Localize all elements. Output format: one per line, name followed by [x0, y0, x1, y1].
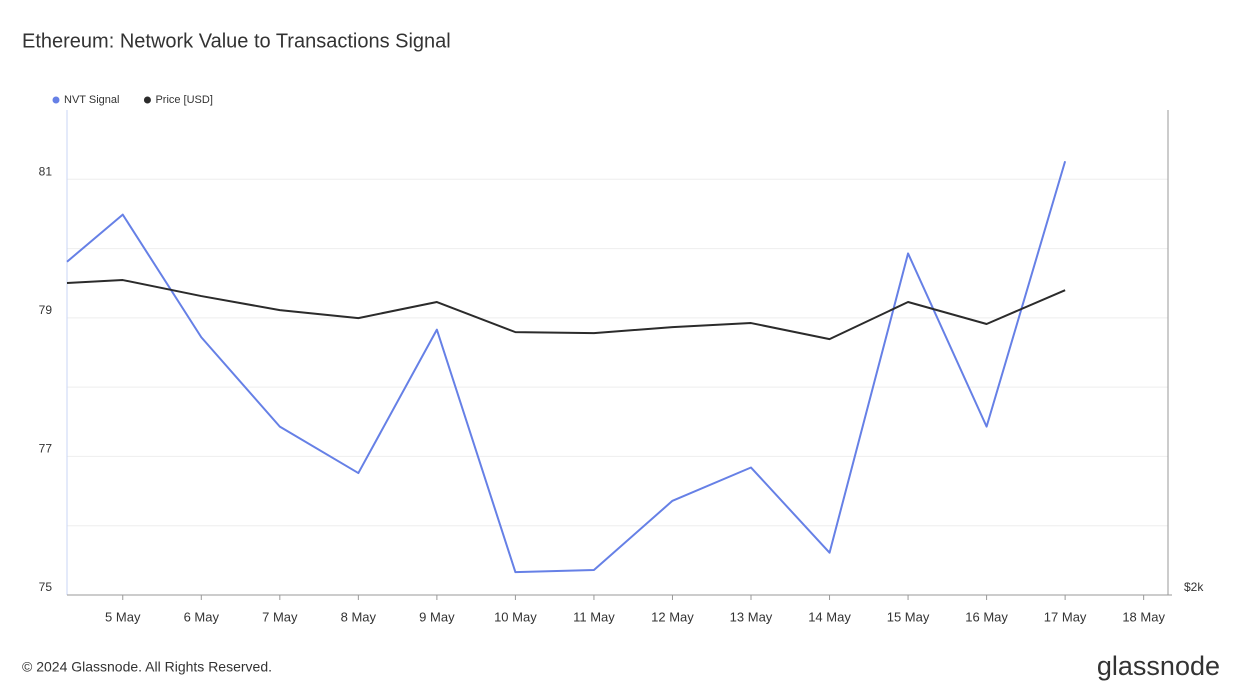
brand-logo: glassnode — [1097, 651, 1220, 681]
x-tick-label: 17 May — [1044, 609, 1087, 624]
x-tick-label: 11 May — [573, 609, 615, 624]
y-tick-label: 79 — [39, 303, 53, 317]
x-tick-label: 15 May — [887, 609, 930, 624]
legend-label: NVT Signal — [64, 94, 119, 106]
x-tick-label: 16 May — [965, 609, 1008, 624]
legend-marker — [52, 96, 60, 104]
y2-tick-label: $2k — [1184, 580, 1204, 594]
x-tick-label: 6 May — [184, 609, 220, 624]
footer: © 2024 Glassnode. All Rights Reserved. — [22, 659, 272, 675]
line-series — [66, 160, 1067, 574]
x-tick-label: 13 May — [730, 609, 773, 624]
legend-marker — [143, 96, 151, 104]
y-tick-label: 75 — [39, 580, 53, 594]
x-tick-label: 7 May — [262, 609, 298, 624]
x-tick-label: 9 May — [419, 609, 455, 624]
x-tick-label: 5 May — [105, 609, 141, 624]
x-tick-label: 8 May — [341, 609, 377, 624]
x-tick-label: 12 May — [651, 609, 694, 624]
chart-title: Ethereum: Network Value to Transactions … — [22, 30, 451, 52]
y-tick-label: 77 — [39, 442, 53, 456]
x-tick-label: 14 May — [808, 609, 851, 624]
y-tick-label: 81 — [39, 164, 53, 178]
x-tick-label: 18 May — [1122, 609, 1165, 624]
x-tick-label: 10 May — [494, 609, 537, 624]
legend-label: Price [USD] — [155, 94, 212, 106]
line-series — [66, 279, 1066, 341]
